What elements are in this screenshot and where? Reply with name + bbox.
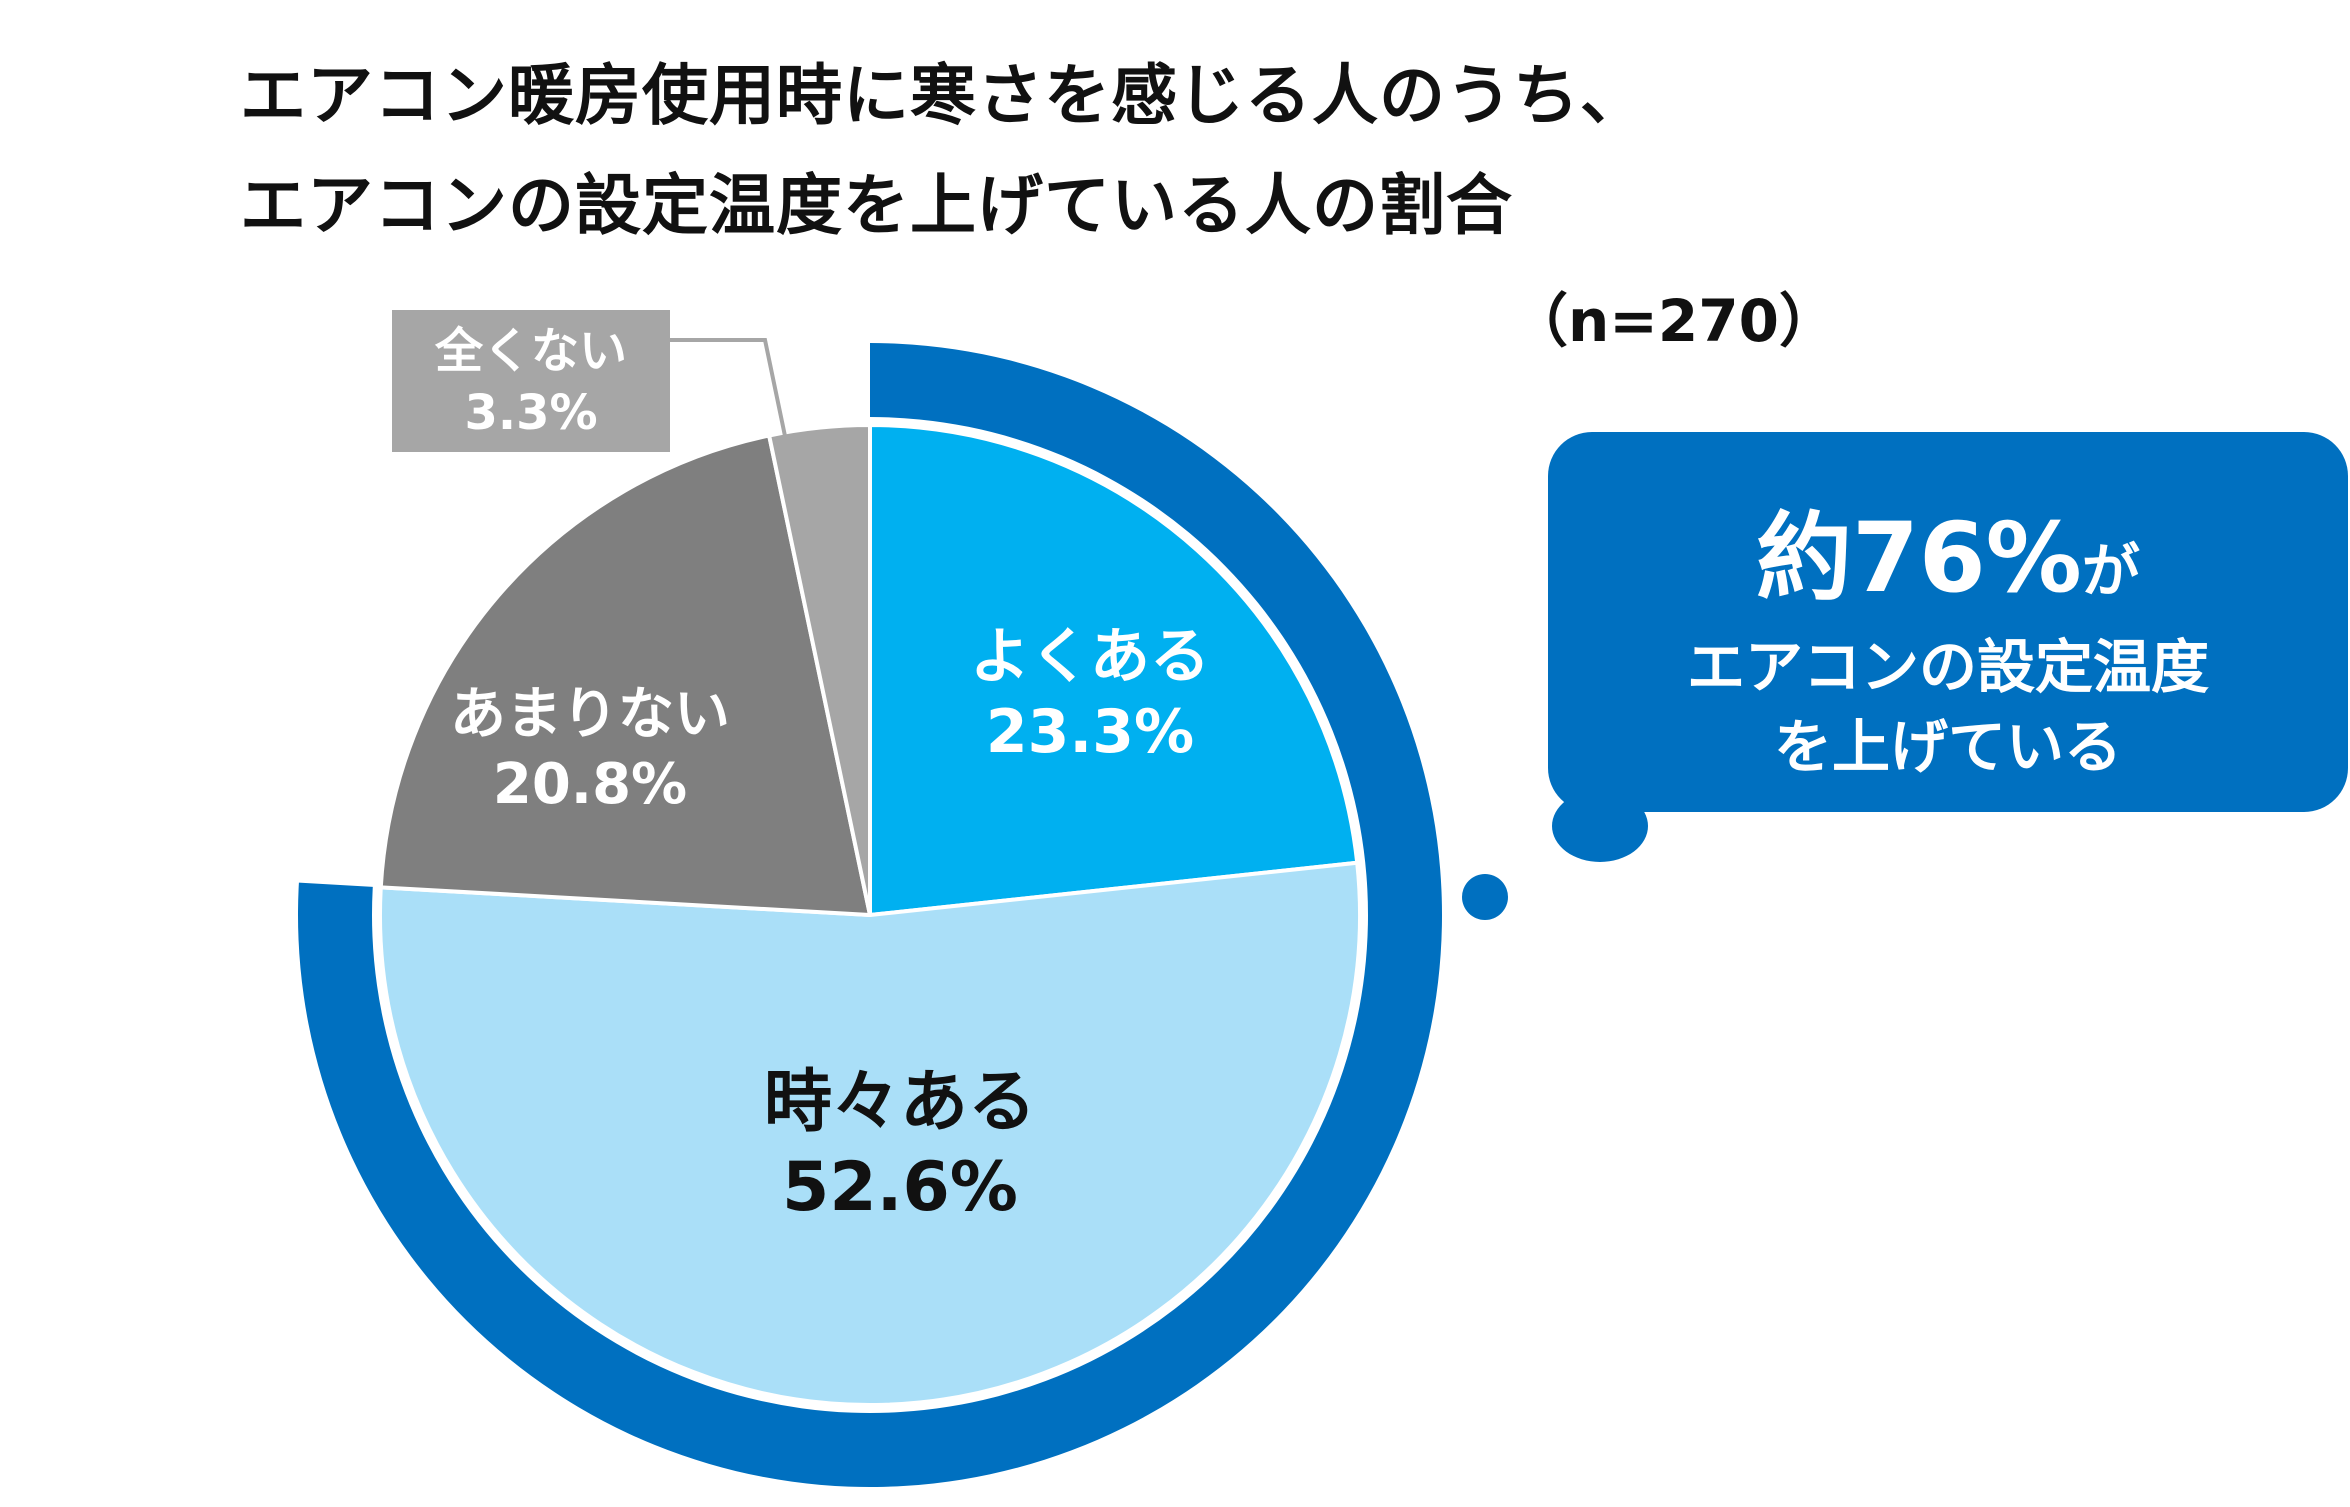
callout-bubble: 約76%が エアコンの設定温度 を上げている: [1548, 432, 2348, 812]
pie-slice-3: [378, 433, 872, 917]
slice-label-rarely-name: あまりない: [450, 682, 730, 747]
callout-line-2: エアコンの設定温度: [1686, 633, 2209, 701]
slice-label-sometimes-name: 時々ある: [763, 1063, 1036, 1142]
callout-tail-dot-large: [1552, 790, 1648, 862]
sample-size: （n=270）: [1510, 287, 1837, 355]
slice-label-often-name: よくある: [970, 622, 1210, 692]
callout-line-3: を上げている: [1773, 713, 2122, 781]
slice-label-rarely: あまりない 20.8%: [390, 680, 790, 820]
callout-suffix: が: [2081, 537, 2140, 605]
slice-label-sometimes-value: 52.6%: [782, 1148, 1018, 1227]
never-leader-line: [670, 338, 787, 437]
slice-label-never: 全くない 3.3%: [392, 310, 670, 452]
pie-slice-layer: [378, 423, 1362, 1407]
chart-title-line-2: エアコンの設定温度を上げている人の割合: [240, 167, 1513, 244]
slice-label-often-value: 23.3%: [985, 697, 1195, 767]
slice-label-sometimes: 時々ある 52.6%: [700, 1060, 1100, 1230]
slice-label-often: よくある 23.3%: [890, 620, 1290, 770]
callout-tail-dot-small: [1462, 874, 1508, 920]
pie-slice-1: [868, 423, 1360, 917]
slice-label-never-value: 3.3%: [464, 385, 598, 442]
slice-label-never-name: 全くない: [434, 323, 627, 379]
callout-headline: 約76%が: [1548, 480, 2348, 619]
pie-slice-4: [767, 423, 872, 917]
callout-big-number: 約76%: [1756, 502, 2082, 614]
pie-slice-2: [378, 860, 1362, 1407]
chart-title-line-1: エアコン暖房使用時に寒さを感じる人のうち、: [240, 57, 1647, 134]
slice-label-rarely-value: 20.8%: [492, 752, 688, 817]
